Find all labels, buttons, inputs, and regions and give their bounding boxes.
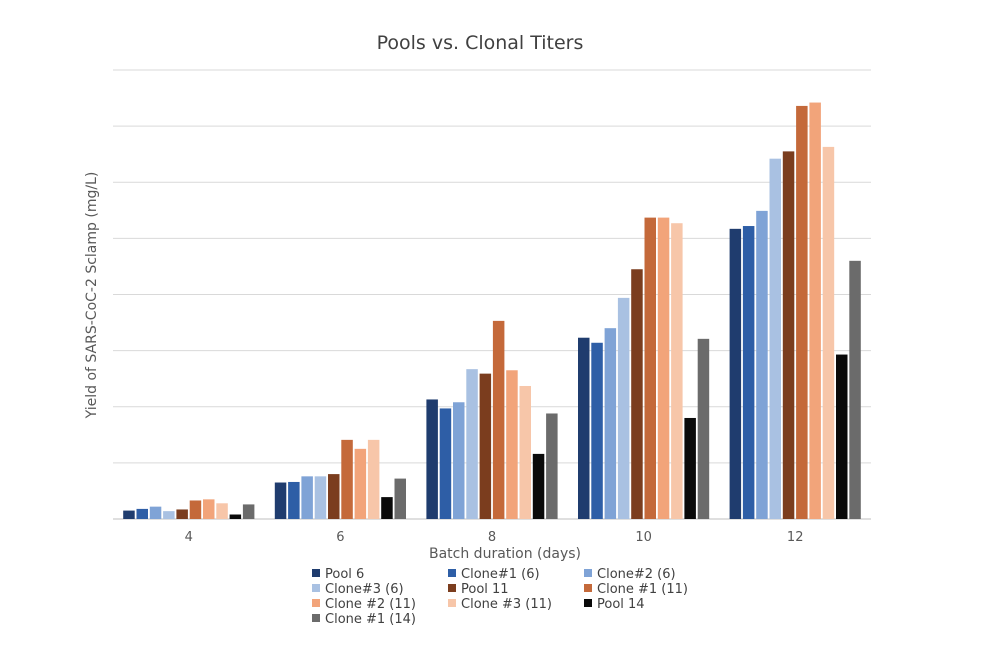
bar [836, 354, 848, 519]
bar [314, 476, 327, 519]
bar [136, 508, 148, 519]
bar [822, 146, 835, 520]
bar [697, 338, 710, 519]
legend-label: Clone #1 (14) [325, 612, 416, 627]
legend-label: Pool 14 [597, 597, 645, 612]
legend-label: Pool 6 [325, 567, 364, 582]
bar [274, 482, 287, 519]
x-tick-label: 4 [185, 530, 193, 545]
x-tick-label: 12 [787, 530, 804, 545]
x-tick-label: 8 [488, 530, 496, 545]
bar [849, 260, 861, 519]
legend-label: Clone#1 (6) [461, 567, 540, 582]
legend-swatch [584, 584, 592, 592]
legend-swatch [312, 584, 320, 592]
bar [229, 514, 242, 519]
legend-label: Clone #3 (11) [461, 597, 552, 612]
bar [288, 481, 300, 519]
x-tick-label: 10 [635, 530, 652, 545]
bar [809, 102, 821, 520]
bar [479, 373, 492, 519]
bar [492, 320, 505, 519]
chart-title: Pools vs. Clonal Titers [377, 32, 584, 54]
bar [617, 297, 630, 519]
bar [782, 151, 795, 519]
bar [631, 269, 643, 519]
legend-swatch [448, 569, 456, 577]
bar [466, 369, 478, 519]
bar [604, 328, 617, 519]
gridlines [113, 69, 871, 520]
bar [242, 504, 255, 519]
legend-swatch [448, 584, 456, 592]
bar [328, 474, 340, 519]
bar [506, 370, 518, 519]
bar [439, 408, 452, 519]
bars [123, 102, 861, 520]
bar [657, 217, 670, 519]
bar [354, 448, 367, 519]
legend-label: Pool 11 [461, 582, 509, 597]
legend-label: Clone#3 (6) [325, 582, 404, 597]
legend-label: Clone#2 (6) [597, 567, 676, 582]
bar [729, 228, 742, 520]
bar [301, 476, 313, 519]
legend-swatch [448, 599, 456, 607]
legend-swatch [312, 599, 320, 607]
bar [532, 453, 545, 519]
bar [769, 158, 781, 520]
bar [123, 510, 135, 519]
legend-label: Clone #1 (11) [597, 582, 688, 597]
x-tick-labels: 4 6 8 10 12 [185, 530, 804, 545]
bar [671, 223, 683, 519]
bar [546, 413, 558, 519]
x-axis-label: Batch duration (days) [429, 546, 581, 562]
legend-swatch [584, 599, 592, 607]
legend-swatch [584, 569, 592, 577]
y-axis-label: Yield of SARS-CoC-2 Sclamp (mg/L) [84, 172, 100, 420]
bar [216, 503, 228, 519]
x-tick-label: 6 [336, 530, 344, 545]
bar [381, 497, 393, 519]
legend-swatch [312, 614, 320, 622]
bar [163, 511, 175, 519]
legend: Pool 6 Clone#1 (6) Clone#2 (6) Clone#3 (6) P… [312, 567, 688, 627]
bar [742, 226, 755, 519]
legend-swatch [312, 569, 320, 577]
bar [394, 478, 406, 519]
bar [684, 417, 696, 519]
bar [149, 506, 162, 519]
bar [796, 105, 808, 520]
bar [189, 500, 202, 519]
bar [519, 385, 531, 519]
legend-label: Clone #2 (11) [325, 597, 416, 612]
bar [591, 342, 603, 519]
bar [578, 337, 590, 519]
bar [203, 499, 215, 519]
bar [426, 399, 438, 519]
bar [367, 439, 380, 519]
bar [644, 217, 656, 519]
bar [341, 439, 353, 519]
bar [176, 509, 188, 519]
bar [756, 210, 768, 519]
bar [453, 402, 465, 519]
